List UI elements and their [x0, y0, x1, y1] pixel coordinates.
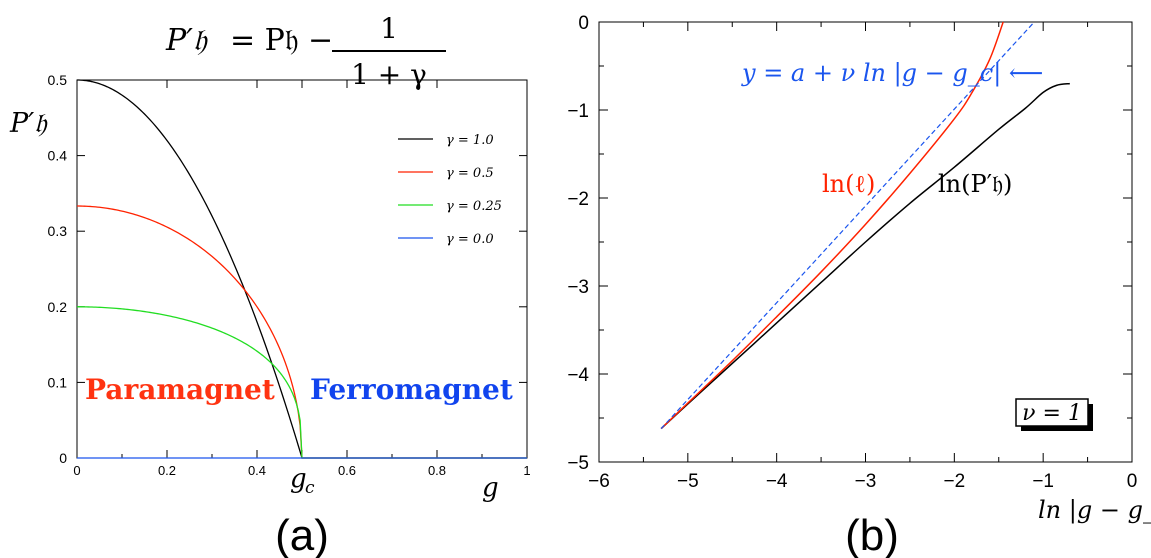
- formula-rhs: = P𝔥 −: [230, 23, 333, 58]
- y-tick-label-a-0-1: 0.1: [48, 374, 68, 390]
- y-tick-label-b-5: −5: [567, 453, 589, 474]
- x-tick-label-b-1: −1: [1032, 471, 1054, 492]
- legend-label-0-5: γ = 0.5: [446, 166, 494, 181]
- y-tick-label-a-0-5: 0.5: [48, 72, 68, 88]
- formula-numerator: 1: [380, 12, 398, 45]
- ferromagnet-label: Ferromagnet: [310, 373, 513, 406]
- curves-a: [76, 79, 527, 459]
- series-a-0-5: [77, 205, 527, 459]
- x-tick-label-a-0-4: 0.4: [248, 463, 266, 478]
- x-tick-label-b-4: −4: [766, 471, 788, 492]
- curves-b: [660, 21, 1070, 430]
- panel-b: −6 −5 −4 −3 −2 −1 0−5−4−3−2−10 y = a + ν ln |g…: [567, 13, 1151, 558]
- ticks-b: [598, 21, 1133, 463]
- panel-label-a: (a): [275, 511, 329, 558]
- title-formula: P′𝔥 = P𝔥 − 1 1 + γ: [165, 12, 446, 91]
- legend-label-0-25: γ = 0.25: [446, 199, 502, 214]
- x-tick-label-b-5: −5: [677, 471, 699, 492]
- x-axis-label-b: ln |g − g_c|: [1038, 496, 1151, 525]
- nu-box: ν = 1: [1015, 398, 1093, 431]
- x-tick-label-a-0: 0: [73, 463, 80, 478]
- x-tick-label-b-0: 0: [1127, 471, 1138, 492]
- y-tick-label-a-0: 0: [59, 450, 67, 466]
- tick-labels-b: −6 −5 −4 −3 −2 −1 0−5−4−3−2−10: [567, 13, 1137, 492]
- x-tick-label-b-3: −3: [855, 471, 877, 492]
- panel-a: P′𝔥 = P𝔥 − 1 1 + γ 0 0.2 0.4 gc0.6 0.8 100.10…: [9, 12, 531, 558]
- y-tick-label-b-0: 0: [578, 13, 589, 34]
- ln-ell-label: ln(ℓ): [822, 170, 875, 198]
- x-tick-label-gc-sub: c: [305, 478, 315, 498]
- formula-denominator: 1 + γ: [351, 58, 427, 91]
- x-tick-label-a-1: 1: [523, 463, 530, 478]
- x-tick-label-b-6: −6: [588, 471, 610, 492]
- y-tick-label-a-0-4: 0.4: [48, 148, 68, 164]
- x-axis-label-a: g: [482, 473, 499, 503]
- x-tick-label-a-0-8: 0.8: [428, 463, 446, 478]
- series-a-0-25: [77, 306, 527, 459]
- formula-lhs: P′𝔥: [165, 23, 208, 58]
- y-tick-label-b-2: −2: [567, 189, 589, 210]
- y-tick-label-b-4: −4: [567, 365, 589, 386]
- panel-label-b: (b): [845, 511, 899, 558]
- legend-a: γ = 1.0 γ = 0.5 γ = 0.25 γ = 0.0: [398, 133, 502, 247]
- tick-labels-a: 0 0.2 0.4 gc 0.6 0.8 1 0 0.1 0.2 0.3 0.4 0.5: [48, 72, 531, 498]
- x-tick-label-b-2: −2: [943, 471, 965, 492]
- legend-label-1-0: γ = 1.0: [446, 133, 494, 148]
- y-tick-label-a-0-2: 0.2: [48, 299, 68, 315]
- series-b-ln-p: [660, 82, 1070, 430]
- y-tick-label-b-1: −1: [567, 101, 589, 122]
- series-a-1-0: [76, 79, 527, 459]
- y-tick-label-b-3: −3: [567, 277, 589, 298]
- x-tick-label-gc: g: [290, 464, 307, 494]
- series-b-fit: [660, 21, 1035, 429]
- fit-equation-label: y = a + ν ln |g − g_c| ⟵: [741, 59, 1043, 88]
- ln-p-label: ln(P′𝔥): [938, 170, 1012, 198]
- nu-box-frame: [1015, 398, 1089, 427]
- x-tick-label-a-0-2: 0.2: [158, 463, 176, 478]
- y-tick-label-a-0-3: 0.3: [48, 223, 68, 239]
- y-axis-label-a: P′𝔥: [9, 108, 48, 139]
- legend-label-0-0: γ = 0.0: [446, 232, 494, 247]
- x-tick-label-a-0-6: 0.6: [338, 463, 356, 478]
- nu-label: ν = 1: [1022, 401, 1082, 426]
- paramagnet-label: Paramagnet: [85, 373, 275, 406]
